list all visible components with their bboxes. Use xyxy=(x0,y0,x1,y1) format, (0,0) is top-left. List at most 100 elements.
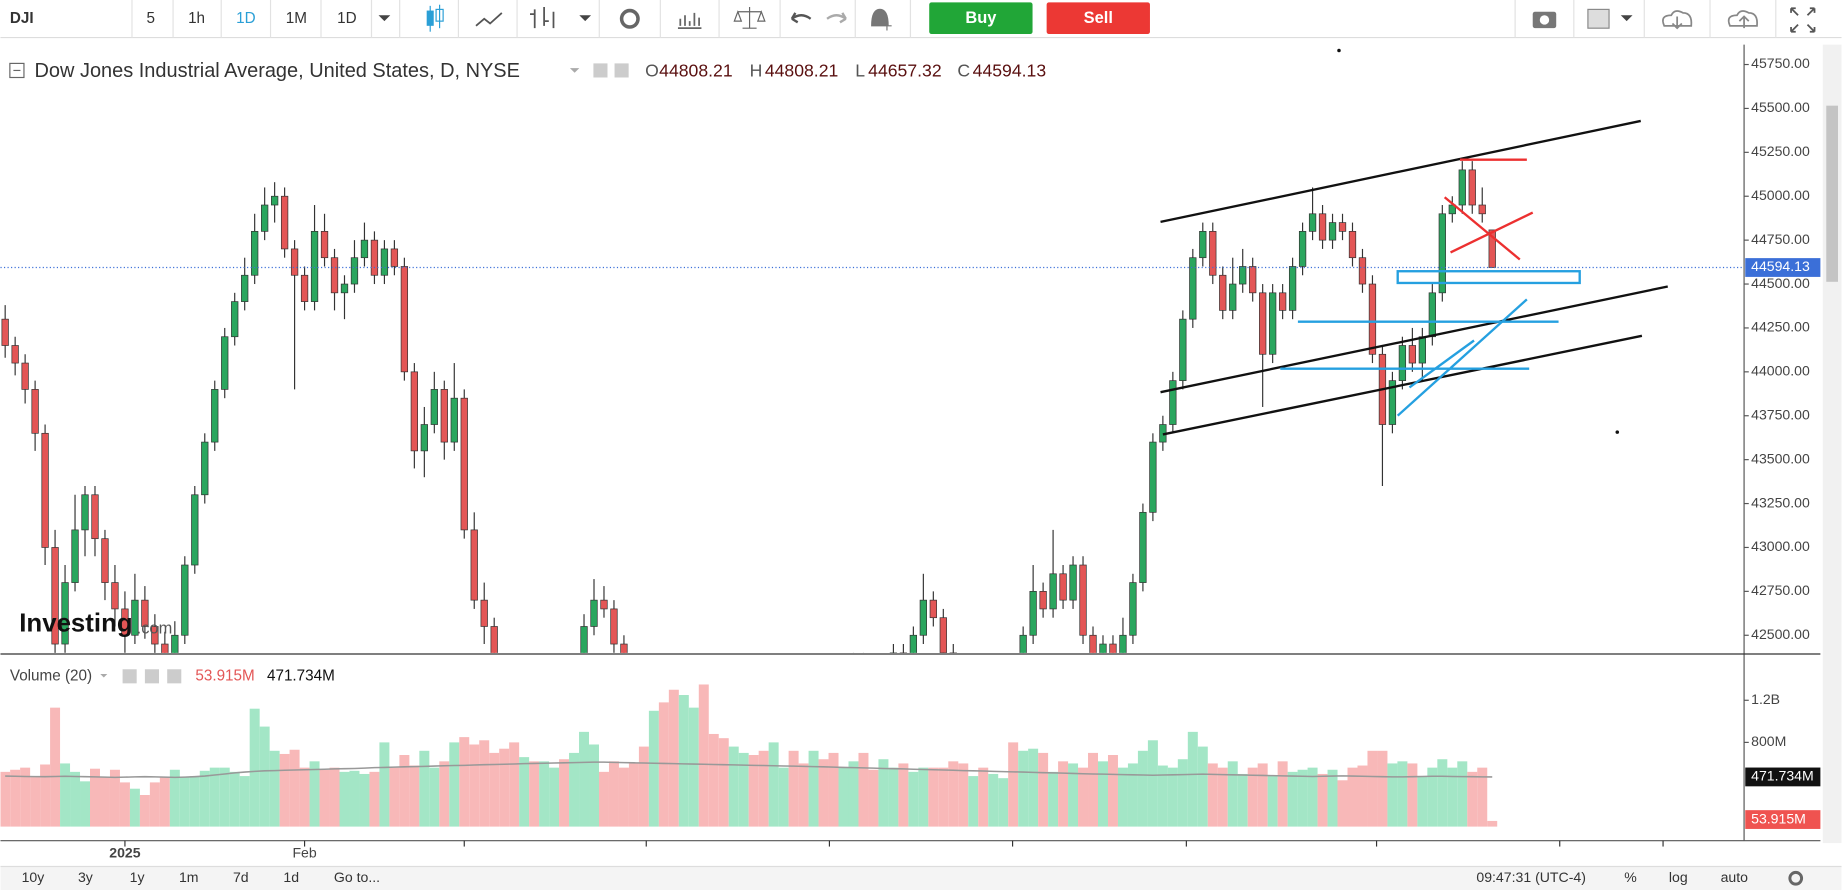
candle-body xyxy=(571,670,578,723)
candle-body xyxy=(410,371,418,452)
compare-icon[interactable] xyxy=(733,7,766,29)
y-tick-label: 44750.00 xyxy=(1751,231,1810,247)
log-button[interactable]: log xyxy=(1669,869,1688,885)
candle-body xyxy=(310,231,319,302)
interval[interactable]: 1D xyxy=(337,10,357,27)
symbol[interactable]: DJI xyxy=(10,10,34,27)
volume-bar xyxy=(768,742,779,827)
screenshot-icon[interactable] xyxy=(1532,11,1557,29)
candle-body xyxy=(21,362,29,390)
chart-type-icon[interactable] xyxy=(426,4,444,32)
volume-bar xyxy=(1107,755,1118,827)
volume-bar xyxy=(968,776,979,827)
auto-button[interactable]: auto xyxy=(1721,869,1749,885)
candle-body xyxy=(370,239,379,276)
volume-bar xyxy=(1008,742,1019,827)
interval[interactable]: 1h xyxy=(188,10,205,27)
buy-label[interactable]: Buy xyxy=(965,9,997,27)
interval[interactable]: 5 xyxy=(147,10,155,27)
line-icon[interactable] xyxy=(475,12,503,27)
candle-body xyxy=(1129,582,1137,636)
clock: 09:47:31 (UTC-4) xyxy=(1476,869,1586,885)
volume-bars xyxy=(0,684,1498,827)
save-icon[interactable] xyxy=(1727,10,1758,29)
volume-bar xyxy=(1397,761,1408,827)
candle-body xyxy=(889,652,898,653)
candle-body xyxy=(1189,257,1197,320)
volume-bar xyxy=(718,738,729,827)
candle-body xyxy=(1438,213,1446,294)
volume-bar xyxy=(1177,759,1188,827)
volume-bar xyxy=(958,763,969,827)
volume-bar xyxy=(638,746,649,827)
fullscreen-icon[interactable] xyxy=(1790,7,1816,33)
indicators-icon[interactable] xyxy=(677,12,702,30)
volume-bar xyxy=(728,746,739,827)
settings-icon[interactable] xyxy=(1788,870,1804,886)
dropdown-icon[interactable] xyxy=(579,15,592,22)
color-icon[interactable] xyxy=(1587,8,1610,29)
settings-icon[interactable] xyxy=(614,63,629,78)
bars-icon[interactable] xyxy=(530,7,555,29)
volume-bar xyxy=(199,770,210,827)
percent-button[interactable]: % xyxy=(1624,869,1637,885)
hide-icon[interactable] xyxy=(122,669,137,684)
hide-icon[interactable] xyxy=(593,63,608,78)
dropdown-icon[interactable] xyxy=(378,15,391,22)
interval-active[interactable]: 1D xyxy=(236,10,256,27)
volume-bar xyxy=(589,744,599,827)
range-button[interactable]: 1d xyxy=(283,869,299,885)
dropdown-icon[interactable] xyxy=(100,673,108,678)
volume-bar xyxy=(618,767,629,827)
candle-body xyxy=(1179,318,1187,381)
watermark: .com xyxy=(137,620,173,638)
remove-icon[interactable] xyxy=(167,669,182,684)
volume-bar xyxy=(1207,763,1218,827)
range-button[interactable]: 1m xyxy=(179,869,199,885)
candles xyxy=(1,161,1496,732)
candle-body xyxy=(171,634,179,653)
volume-bar xyxy=(369,771,380,827)
y-tick-label: 45750.00 xyxy=(1751,55,1810,71)
volume-bar xyxy=(1317,773,1328,827)
interval[interactable]: 1M xyxy=(286,10,307,27)
volume-bar xyxy=(1018,750,1029,827)
sell-button[interactable] xyxy=(1046,2,1150,35)
undo-icon[interactable] xyxy=(790,12,812,24)
settings-icon[interactable] xyxy=(619,8,640,29)
range-button[interactable]: 3y xyxy=(78,869,94,885)
drawings[interactable] xyxy=(1160,48,1668,436)
volume-bar xyxy=(738,752,749,827)
goto-button[interactable]: Go to... xyxy=(334,869,380,885)
open-value: 44808.21 xyxy=(659,60,732,80)
range-button[interactable]: 10y xyxy=(22,869,46,885)
redo-icon[interactable] xyxy=(826,12,847,24)
candle-body xyxy=(760,706,767,732)
volume-tick-label: 1.2B xyxy=(1751,691,1780,707)
load-icon[interactable] xyxy=(1662,10,1693,30)
candle-body xyxy=(1109,643,1117,653)
candle-body xyxy=(970,679,977,705)
volume-bar xyxy=(998,778,1009,827)
y-tick-label: 43000.00 xyxy=(1751,538,1810,554)
dropdown-icon[interactable] xyxy=(569,68,580,73)
y-tick-label: 43500.00 xyxy=(1751,450,1810,466)
candle-body xyxy=(1298,231,1307,267)
volume-bar xyxy=(788,750,799,827)
collapse-icon[interactable] xyxy=(9,62,25,79)
buy-button[interactable] xyxy=(929,2,1033,35)
dropdown-icon[interactable] xyxy=(1620,15,1633,22)
candle-body xyxy=(1119,634,1127,653)
settings-icon[interactable] xyxy=(144,669,159,684)
volume-tick-label: 800M xyxy=(1751,733,1786,749)
alert-icon[interactable] xyxy=(871,8,892,31)
scroll-thumb[interactable] xyxy=(1826,105,1839,282)
ma-box xyxy=(1745,767,1821,787)
sell-label[interactable]: Sell xyxy=(1084,9,1113,27)
candle-body xyxy=(300,274,309,302)
range-button[interactable]: 1y xyxy=(130,869,146,885)
volume-bar xyxy=(928,767,939,827)
volume-bar xyxy=(169,769,180,827)
ohlc-letter: O xyxy=(645,60,659,80)
range-button[interactable]: 7d xyxy=(233,869,249,885)
